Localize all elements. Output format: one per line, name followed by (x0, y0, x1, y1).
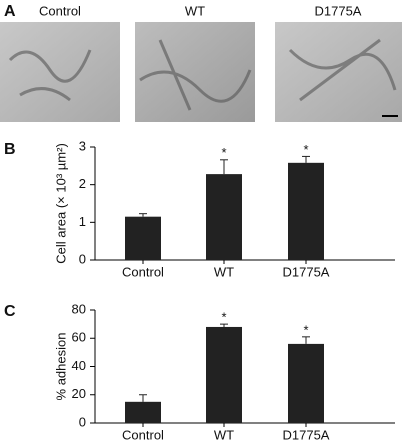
y-tick-label: 60 (72, 330, 86, 345)
y-tick-label: 20 (72, 386, 86, 401)
bar (125, 401, 161, 423)
bar (125, 216, 161, 260)
x-tick-label: Control (122, 427, 164, 442)
significance-mark: * (221, 310, 226, 325)
y-tick-label: 1 (79, 214, 86, 229)
panel-label: A (4, 3, 16, 20)
significance-mark: * (221, 145, 226, 160)
y-tick-label: 3 (79, 138, 86, 153)
y-tick-label: 80 (72, 301, 86, 316)
micrograph (0, 22, 120, 122)
y-tick-label: 40 (72, 358, 86, 373)
y-tick-label: 0 (79, 251, 86, 266)
bar (288, 343, 324, 423)
x-tick-label: WT (214, 427, 234, 442)
y-axis-label: % adhesion (53, 333, 68, 401)
x-tick-label: D1775A (283, 427, 330, 442)
panel-label: C (4, 303, 16, 320)
bar (288, 162, 324, 260)
significance-mark: * (303, 322, 308, 337)
x-tick-label: D1775A (283, 264, 330, 279)
x-tick-label: Control (122, 264, 164, 279)
panel-label: B (4, 141, 16, 158)
bar (206, 326, 242, 423)
micrograph (135, 22, 255, 122)
significance-mark: * (303, 142, 308, 157)
image-label: WT (185, 3, 205, 18)
y-axis-label: Cell area (× 10³ µm²) (53, 143, 68, 264)
y-tick-label: 2 (79, 176, 86, 191)
image-label: D1775A (315, 3, 362, 18)
y-tick-label: 0 (79, 414, 86, 429)
bar (206, 174, 242, 260)
cell-shapes (8, 38, 397, 111)
x-tick-label: WT (214, 264, 234, 279)
image-label: Control (39, 3, 81, 18)
